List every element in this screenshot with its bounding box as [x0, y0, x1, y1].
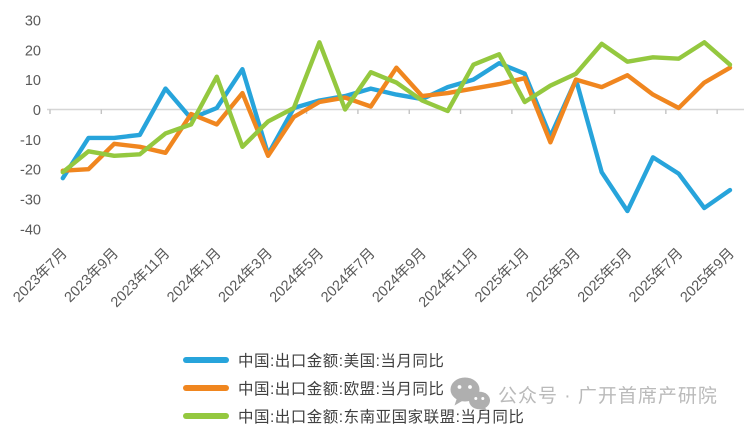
- series-line-us: [60, 61, 733, 214]
- x-tick-label: 2024年1月: [164, 245, 225, 306]
- y-tick-label: 30: [25, 13, 41, 29]
- y-tick-label: 0: [33, 103, 41, 119]
- legend-label-asean: 中国:出口金额:东南亚国家联盟:当月同比: [238, 409, 525, 426]
- series-line-eu: [60, 65, 733, 173]
- x-tick-label: 2024年7月: [318, 245, 379, 306]
- x-tick-label: 2025年3月: [523, 245, 584, 306]
- legend-item-eu: 中国:出口金额:欧盟:当月同比: [183, 374, 524, 402]
- legend-item-us: 中国:出口金额:美国:当月同比: [183, 346, 524, 374]
- x-tick-label: 2023年7月: [10, 245, 71, 306]
- series-line-asean: [60, 40, 733, 175]
- y-tick-label: -20: [20, 163, 41, 179]
- x-tick-label: 2024年3月: [215, 245, 276, 306]
- chart-legend: 中国:出口金额:美国:当月同比 中国:出口金额:欧盟:当月同比 中国:出口金额:…: [183, 346, 524, 430]
- export-yoy-line-chart: 3020100-10-20-30-402023年7月2023年9月2023年11…: [10, 13, 744, 311]
- watermark-text: 公众号 · 广开首席产研院: [498, 385, 718, 407]
- y-tick-label: -40: [20, 222, 41, 238]
- y-tick-label: 20: [25, 43, 41, 59]
- legend-item-asean: 中国:出口金额:东南亚国家联盟:当月同比: [183, 402, 524, 430]
- legend-swatch-us: [183, 357, 229, 363]
- x-tick-label: 2025年5月: [574, 245, 635, 306]
- legend-swatch-eu: [183, 385, 229, 391]
- legend-swatch-asean: [183, 413, 229, 419]
- x-tick-label: 2025年1月: [471, 245, 532, 306]
- y-tick-label: 10: [25, 73, 41, 89]
- y-tick-label: -10: [20, 133, 41, 149]
- x-tick-label: 2025年7月: [625, 245, 686, 306]
- x-tick-label: 2025年9月: [677, 245, 738, 306]
- legend-label-us: 中国:出口金额:美国:当月同比: [238, 353, 445, 370]
- y-tick-label: -30: [20, 193, 41, 209]
- legend-label-eu: 中国:出口金额:欧盟:当月同比: [238, 381, 445, 398]
- x-tick-label: 2024年5月: [266, 245, 327, 306]
